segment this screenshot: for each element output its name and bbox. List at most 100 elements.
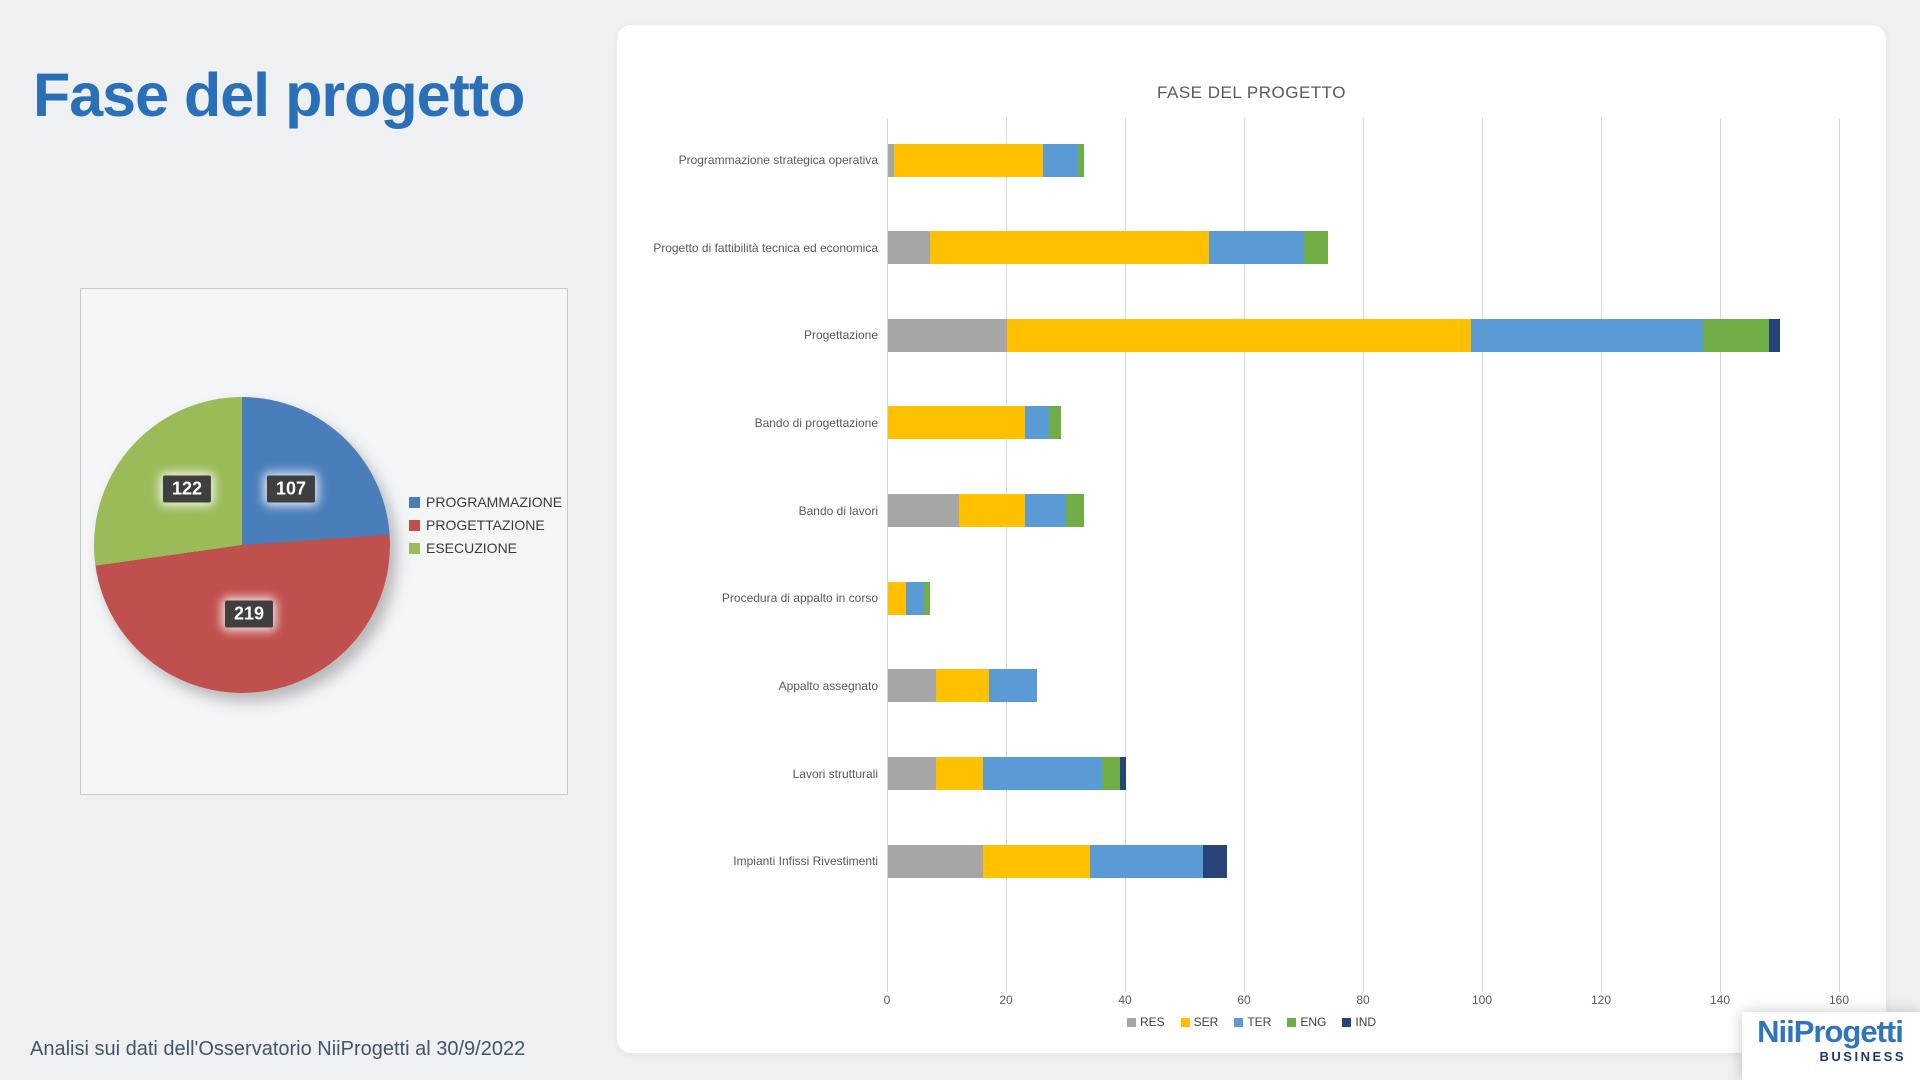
bar-legend-label: SER bbox=[1193, 1015, 1219, 1029]
bar-segment-ser bbox=[888, 406, 1025, 440]
gridline bbox=[1363, 118, 1364, 992]
bar-segment-ter bbox=[989, 669, 1037, 703]
pie-data-label: 107 bbox=[266, 475, 316, 503]
pie-legend: PROGRAMMAZIONE PROGETTAZIONE ESECUZIONE bbox=[409, 494, 562, 556]
bar-chart-legend: RES SER TER ENG IND bbox=[617, 1015, 1886, 1029]
category-label: Progetto di fattibilità tecnica ed econo… bbox=[653, 240, 878, 255]
x-axis-tick-label: 100 bbox=[1471, 993, 1493, 1007]
bar-segment-res bbox=[888, 231, 930, 265]
bar-row bbox=[888, 757, 1126, 791]
bar-segment-ter bbox=[1024, 494, 1067, 528]
x-axis-tick-label: 140 bbox=[1709, 993, 1731, 1007]
bar-segment-res bbox=[888, 143, 894, 177]
bar-legend-label: ENG bbox=[1300, 1015, 1327, 1029]
legend-swatch-icon bbox=[1234, 1017, 1244, 1027]
bar-row bbox=[888, 231, 1329, 265]
bar-legend-label: RES bbox=[1139, 1015, 1165, 1029]
pie-legend-label: ESECUZIONE bbox=[426, 540, 518, 556]
bar-row bbox=[888, 669, 1037, 703]
bar-legend-item: ENG bbox=[1287, 1015, 1326, 1029]
bar-segment-ind bbox=[1768, 318, 1781, 352]
bar-row bbox=[888, 494, 1085, 528]
bar-segment-eng bbox=[1048, 406, 1061, 440]
legend-swatch-icon bbox=[1287, 1017, 1297, 1027]
x-axis-tick-label: 0 bbox=[883, 993, 891, 1007]
legend-swatch-icon bbox=[409, 496, 420, 508]
page-title: Fase del progetto bbox=[33, 61, 525, 129]
gridline bbox=[1720, 118, 1721, 992]
gridline bbox=[1482, 118, 1483, 992]
pie-data-label: 122 bbox=[162, 475, 212, 503]
logo-tagline: BUSINESS bbox=[1819, 1049, 1906, 1064]
bar-legend-item: SER bbox=[1180, 1015, 1219, 1029]
legend-swatch-icon bbox=[1342, 1017, 1352, 1027]
bar-segment-ser bbox=[959, 494, 1025, 528]
gridline bbox=[1839, 118, 1840, 992]
legend-swatch-icon bbox=[1126, 1017, 1136, 1027]
x-axis-tick-label: 160 bbox=[1828, 993, 1850, 1007]
bar-row bbox=[888, 406, 1061, 440]
bar-segment-ind bbox=[1120, 757, 1126, 791]
bar-segment-eng bbox=[923, 581, 930, 615]
category-label: Impianti Infissi Rivestimenti bbox=[733, 854, 878, 869]
bar-row bbox=[888, 143, 1085, 177]
pie-data-label: 219 bbox=[224, 600, 274, 628]
legend-swatch-icon bbox=[409, 519, 420, 531]
pie-chart-panel: 107 219 122 PROGRAMMAZIONE PROGETTAZIONE ESE… bbox=[80, 288, 568, 795]
bar-segment-eng bbox=[1304, 231, 1329, 265]
bar-segment-eng bbox=[1703, 318, 1769, 352]
legend-swatch-icon bbox=[409, 542, 420, 554]
bar-legend-label: TER bbox=[1247, 1015, 1272, 1029]
bar-legend-label: IND bbox=[1355, 1015, 1377, 1029]
bar-segment-ser bbox=[935, 669, 990, 703]
gridline bbox=[1006, 118, 1007, 992]
logo-name: NiiProgetti bbox=[1757, 1014, 1904, 1049]
bar-segment-res bbox=[888, 844, 984, 878]
category-label: Bando di lavori bbox=[798, 503, 878, 518]
bar-segment-ser bbox=[983, 844, 1091, 878]
gridline bbox=[887, 118, 888, 992]
x-axis-tick-label: 120 bbox=[1590, 993, 1612, 1007]
bar-legend-item: RES bbox=[1126, 1015, 1165, 1029]
bar-segment-ser bbox=[893, 143, 1043, 177]
bar-chart-panel: FASE DEL PROGETTO 0 20 40 60 80 100 120 140 160 P… bbox=[617, 25, 1886, 1053]
legend-swatch-icon bbox=[1180, 1017, 1190, 1027]
pie-legend-item: PROGETTAZIONE bbox=[409, 517, 562, 533]
bar-segment-res bbox=[888, 318, 1007, 352]
bar-segment-ser bbox=[935, 757, 984, 791]
bar-segment-ter bbox=[1024, 406, 1049, 440]
bar-legend-item: TER bbox=[1234, 1015, 1271, 1029]
bar-segment-ter bbox=[1042, 143, 1079, 177]
pie-legend-label: PROGRAMMAZIONE bbox=[426, 494, 563, 510]
bar-segment-ter bbox=[983, 757, 1103, 791]
bar-segment-ser bbox=[929, 231, 1210, 265]
x-axis-tick-label: 40 bbox=[1118, 993, 1132, 1007]
bar-segment-eng bbox=[1078, 143, 1085, 177]
category-label: Lavori strutturali bbox=[792, 766, 878, 781]
pie-legend-item: ESECUZIONE bbox=[409, 540, 562, 556]
category-label: Appalto assegnato bbox=[778, 678, 878, 693]
footnote: Analisi sui dati dell'Osservatorio NiiPr… bbox=[30, 1038, 526, 1060]
gridline bbox=[1601, 118, 1602, 992]
bar-row bbox=[888, 581, 930, 615]
bar-segment-ser bbox=[888, 581, 906, 615]
bar-segment-ser bbox=[1007, 318, 1472, 352]
bar-segment-res bbox=[888, 669, 936, 703]
bar-segment-ter bbox=[1209, 231, 1305, 265]
bar-chart-title: FASE DEL PROGETTO bbox=[1157, 83, 1346, 102]
niiprogetti-logo: NiiProgetti BUSINESS bbox=[1742, 1012, 1920, 1080]
category-label: Bando di progettazione bbox=[754, 415, 878, 430]
gridline bbox=[1244, 118, 1245, 992]
category-label: Programmazione strategica operativa bbox=[678, 153, 878, 167]
bar-segment-eng bbox=[1102, 757, 1121, 791]
bar-segment-eng bbox=[1066, 494, 1085, 528]
gridline bbox=[1125, 118, 1126, 992]
pie-chart bbox=[94, 397, 390, 693]
bar-row bbox=[888, 844, 1228, 878]
x-axis-tick-label: 20 bbox=[999, 993, 1013, 1007]
x-axis-tick-label: 80 bbox=[1356, 993, 1370, 1007]
category-label: Procedura di appalto in corso bbox=[721, 591, 878, 606]
bar-segment-ter bbox=[1471, 318, 1704, 352]
bar-row bbox=[888, 318, 1781, 352]
x-axis-tick-label: 60 bbox=[1237, 993, 1251, 1007]
